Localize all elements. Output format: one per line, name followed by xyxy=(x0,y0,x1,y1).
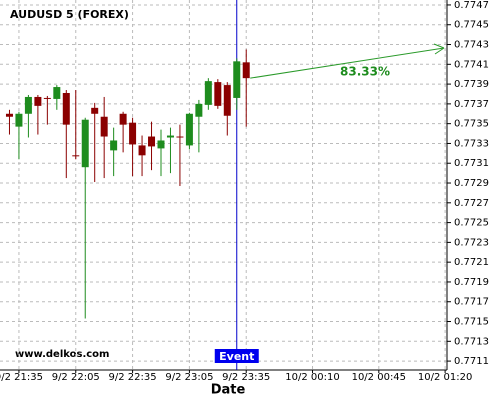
y-tick-label: 0.7737 xyxy=(454,99,489,110)
candle-body xyxy=(100,116,108,137)
y-tick-label: 0.7747 xyxy=(454,0,489,11)
candle-body xyxy=(204,81,212,105)
x-tick-label: 9/2 23:35 xyxy=(222,372,270,383)
candle-body xyxy=(110,140,118,151)
x-tick-label: 9/2 22:05 xyxy=(52,372,100,383)
x-tick-label: 10/2 00:45 xyxy=(352,372,406,383)
candle-body xyxy=(81,119,89,168)
candle-body xyxy=(195,103,203,117)
candle-body xyxy=(223,85,231,116)
y-tick-label: 0.7723 xyxy=(454,237,489,248)
candle-body xyxy=(119,113,127,125)
candle-body xyxy=(214,82,222,106)
x-tick-label: 9/2 21:35 xyxy=(0,372,43,383)
candle-body xyxy=(43,97,51,99)
watermark: www.delkos.com xyxy=(15,349,109,360)
y-tick-label: 0.7725 xyxy=(454,218,489,229)
y-tick-label: 0.7717 xyxy=(454,297,489,308)
candle-body xyxy=(72,155,80,157)
candle-body xyxy=(129,122,137,145)
y-tick-label: 0.7741 xyxy=(454,59,489,70)
y-tick-label: 0.7745 xyxy=(454,20,489,31)
candle-body xyxy=(24,96,32,114)
candle-body xyxy=(157,140,165,149)
chart-title: AUDUSD 5 (FOREX) xyxy=(10,8,129,21)
arrow-head xyxy=(433,43,445,55)
y-tick-label: 0.7727 xyxy=(454,198,489,209)
candle-body xyxy=(185,113,193,146)
candle-body xyxy=(34,96,42,106)
x-tick-label: 9/2 22:35 xyxy=(109,372,157,383)
candle-body xyxy=(138,145,146,156)
y-tick-label: 0.7733 xyxy=(454,138,489,149)
x-tick-label: 9/2 23:05 xyxy=(165,372,213,383)
x-axis-label: Date xyxy=(211,383,246,398)
candle-body xyxy=(91,107,99,114)
arrow xyxy=(250,47,445,79)
x-tick-label: 10/2 00:10 xyxy=(285,372,339,383)
candle-body xyxy=(242,62,250,79)
candle-body xyxy=(53,87,61,99)
candle-body xyxy=(15,113,23,127)
y-tick-label: 0.7743 xyxy=(454,40,489,51)
annotation: 83.33% xyxy=(340,65,390,79)
candle-body xyxy=(176,136,184,138)
y-tick-label: 0.7713 xyxy=(454,336,489,347)
candle-body xyxy=(5,113,13,117)
y-tick-label: 0.7711 xyxy=(454,356,489,367)
y-tick-label: 0.7735 xyxy=(454,119,489,130)
candle-body xyxy=(148,136,156,147)
y-tick-label: 0.7731 xyxy=(454,158,489,169)
y-tick-label: 0.7729 xyxy=(454,178,489,189)
x-tick-label: 10/2 01:20 xyxy=(418,372,472,383)
y-tick-label: 0.7721 xyxy=(454,257,489,268)
candle-body xyxy=(166,135,174,138)
y-tick-label: 0.7715 xyxy=(454,317,489,328)
y-tick-label: 0.7719 xyxy=(454,277,489,288)
candle-body xyxy=(62,92,70,125)
event-label: Event xyxy=(219,350,254,363)
y-tick-label: 0.7739 xyxy=(454,79,489,90)
event-box xyxy=(214,349,259,363)
candle-body xyxy=(233,61,241,98)
